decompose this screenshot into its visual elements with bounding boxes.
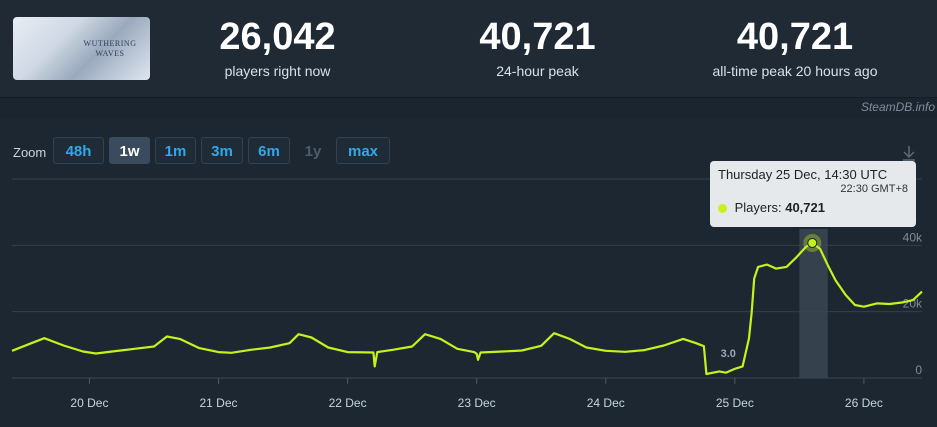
tooltip-series-row: Players: 40,721: [718, 199, 908, 217]
download-icon[interactable]: [901, 145, 917, 161]
stat-label[interactable]: all-time peak 20 hours ago: [712, 63, 878, 79]
x-tick-label: 26 Dec: [845, 396, 883, 410]
game-logo-text: WUTHERING WAVES: [83, 39, 137, 58]
tooltip-series-label: Players:: [734, 200, 782, 215]
zoom-48h-button[interactable]: 48h: [53, 137, 104, 164]
stat-value: 40,721: [479, 16, 596, 58]
zoom-1m-button[interactable]: 1m: [155, 137, 196, 164]
zoom-label: Zoom: [13, 145, 47, 160]
x-tick-label: 23 Dec: [458, 396, 496, 410]
players-series-line[interactable]: [11, 241, 923, 376]
highlight-point[interactable]: [807, 237, 818, 248]
tooltip-local-time: 22:30 GMT+8: [840, 183, 908, 195]
zoom-1y-button: 1y: [304, 143, 322, 160]
series-dot-icon: [718, 204, 727, 213]
y-tick-label: 0: [915, 363, 922, 377]
annotation-label: 3.0: [721, 348, 736, 360]
tooltip-value: 40,721: [785, 200, 825, 215]
zoom-1w-button[interactable]: 1w: [109, 137, 150, 164]
tooltip-title: Thursday 25 Dec, 14:30 UTC: [718, 167, 888, 182]
x-tick-label: 24 Dec: [587, 396, 625, 410]
zoom-max-button[interactable]: max: [336, 137, 390, 164]
stat-value: 26,042: [219, 16, 336, 58]
x-tick-label: 22 Dec: [329, 396, 367, 410]
x-tick-label: 25 Dec: [716, 396, 754, 410]
steamdb-watermark: SteamDB.info: [860, 100, 935, 114]
x-tick-label: 21 Dec: [200, 396, 238, 410]
y-tick-label: 40k: [903, 230, 923, 244]
stat-value: 40,721: [736, 16, 854, 58]
x-tick-label: 20 Dec: [70, 396, 108, 410]
stat-label: 24-hour peak: [496, 63, 579, 79]
zoom-3m-button[interactable]: 3m: [201, 137, 243, 164]
game-logo[interactable]: WUTHERING WAVES: [13, 17, 150, 80]
stats-bar: WUTHERING WAVES 26,042 players right now…: [0, 0, 937, 98]
stat-label: players right now: [224, 63, 331, 79]
data-tooltip: Thursday 25 Dec, 14:30 UTC 22:30 GMT+8 P…: [710, 161, 916, 227]
x-axis-ticks: 20 Dec 21 Dec 22 Dec 23 Dec 24 Dec 25 Dec 26 D…: [70, 378, 883, 410]
zoom-6m-button[interactable]: 6m: [248, 137, 290, 164]
stat-all-time-peak: 40,721 all-time peak 20 hours ago: [690, 14, 900, 80]
stat-24h-peak: 40,721 24-hour peak: [455, 14, 620, 80]
stat-players-now: 26,042 players right now: [195, 14, 360, 80]
